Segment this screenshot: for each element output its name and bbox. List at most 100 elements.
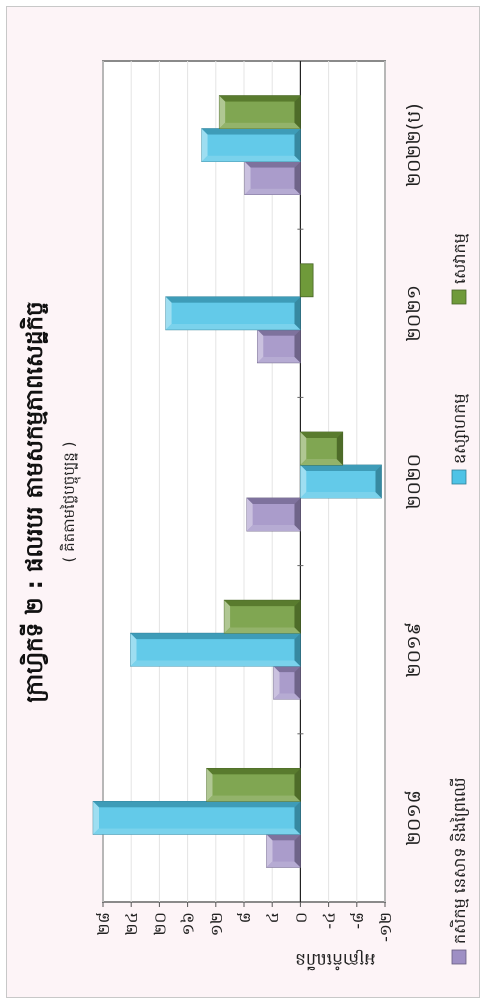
legend-item: សេវាកម្ម — [450, 233, 469, 305]
y-tick-label: -៨ — [348, 912, 367, 929]
bar-face — [230, 606, 295, 628]
plot-area: -១២ -៨ -៤ ០៤៨ ១២ ១៦ ២០ ២៤ ២៨ ២០១៨ ២០១៩ ២០២០ ២០២១ ២០២២… — [92, 60, 425, 942]
y-tick-label: ៨ — [235, 912, 254, 923]
y-tick-label: ១២ — [207, 912, 226, 936]
y-tick-label: ០ — [291, 912, 310, 923]
x-tick-label: ២០១៨ — [403, 790, 425, 846]
bar — [223, 599, 301, 634]
bar-bevel — [165, 323, 301, 330]
y-tick-label: ២៨ — [94, 912, 113, 935]
bar — [92, 800, 301, 835]
bar-bevel — [273, 666, 280, 700]
chart-subtitle: ( គិតតាមថ្លៃបច្ចុប្បន្ន ) — [59, 442, 81, 563]
legend-swatch — [451, 289, 467, 305]
bar-bevel — [244, 188, 301, 195]
bar-bevel — [257, 329, 264, 363]
bar-bevel — [224, 600, 301, 607]
bar-bevel — [130, 660, 301, 667]
bar — [299, 464, 382, 499]
y-axis-label: អត្រាកំណើន — [295, 949, 375, 971]
bar-bevel — [165, 296, 172, 330]
bar-bevel — [257, 329, 301, 336]
bar — [246, 497, 301, 532]
bar-bevel — [300, 465, 307, 498]
bar — [273, 665, 301, 700]
bar-bevel — [294, 633, 301, 667]
bar-bevel — [130, 633, 137, 667]
bar-face — [306, 471, 376, 492]
legend-item: ឧស្សាហកម្ម — [450, 393, 469, 485]
bar-face — [212, 774, 295, 796]
bar-bevel — [93, 801, 301, 808]
bar-face — [136, 639, 295, 661]
bar-bevel — [201, 128, 301, 135]
x-tick-label: ២០២២(ប) — [403, 103, 425, 186]
bar-bevel — [206, 768, 301, 775]
x-tick-label: ២០២១ — [403, 285, 425, 342]
bar-bevel — [294, 600, 301, 634]
bar — [218, 95, 301, 129]
bar-bevel — [93, 801, 100, 835]
bar — [299, 431, 344, 466]
bar-bevel — [336, 432, 343, 465]
bar — [201, 128, 301, 162]
bar — [244, 161, 301, 195]
bar-bevel — [206, 768, 213, 802]
bar-bevel — [273, 666, 301, 673]
bar-bevel — [219, 122, 301, 129]
bar-bevel — [246, 498, 301, 504]
bar-bevel — [294, 296, 301, 330]
bar-bevel — [257, 356, 301, 363]
bar-bevel — [294, 161, 301, 195]
bar-bevel — [224, 600, 231, 634]
bar-bevel — [266, 834, 273, 868]
bar-bevel — [219, 95, 301, 102]
legend-item: កសិកម្ម នេសាទ និងព្រៃឈើ — [449, 778, 469, 965]
bar — [256, 329, 301, 364]
x-tick-label: ២០១៩ — [403, 622, 425, 678]
legend-swatch — [451, 949, 467, 965]
y-tick-label: ២៤ — [122, 912, 141, 935]
bar-bevel — [273, 693, 301, 700]
chart-title: ក្រាហ្វិកទី ២ : ផលរបរ តាមសកម្មភាពសេដ្ឋកិ… — [19, 301, 49, 702]
legend-label: កសិកម្ម នេសាទ និងព្រៃឈើ — [449, 778, 469, 945]
bar-bevel — [206, 795, 301, 802]
bar — [299, 263, 314, 298]
bar-bevel — [165, 296, 301, 303]
bar-bevel — [246, 525, 301, 531]
bar-bevel — [294, 768, 301, 802]
bar-bevel — [294, 95, 301, 129]
bar-bevel — [300, 432, 307, 465]
bar-bevel — [201, 128, 208, 162]
legend-swatch — [451, 469, 467, 485]
y-tick-label: ២០ — [150, 912, 169, 935]
bar-bevel — [294, 128, 301, 162]
bar-bevel — [300, 465, 382, 471]
legend: កសិកម្ម នេសាទ និងព្រៃឈើ ឧស្សាហកម្ម សេវាកម្… — [449, 233, 469, 965]
y-tick-label: ៤ — [263, 912, 282, 923]
bar-face — [171, 302, 295, 324]
bar-bevel — [300, 459, 343, 465]
bar-face — [263, 335, 295, 357]
y-tick-label: -១២ — [376, 912, 395, 942]
bar-bevel — [294, 801, 301, 835]
bar-bevel — [300, 492, 382, 498]
bar-bevel — [219, 95, 226, 129]
bar-face — [99, 807, 295, 829]
bar-bevel — [224, 627, 301, 634]
bar-bevel — [244, 161, 251, 195]
bar-bevel — [294, 498, 301, 531]
legend-label: សេវាកម្ម — [450, 233, 469, 284]
bar-face — [207, 134, 295, 156]
bar-face — [306, 438, 337, 459]
bar — [266, 833, 301, 868]
bar — [165, 296, 301, 331]
bar-bevel — [266, 834, 301, 841]
bar-face — [250, 167, 295, 189]
bar-bevel — [294, 666, 301, 700]
x-tick-label: ២០២០ — [403, 454, 425, 510]
y-tick-label: ១៦ — [179, 912, 198, 935]
bar — [206, 767, 301, 802]
